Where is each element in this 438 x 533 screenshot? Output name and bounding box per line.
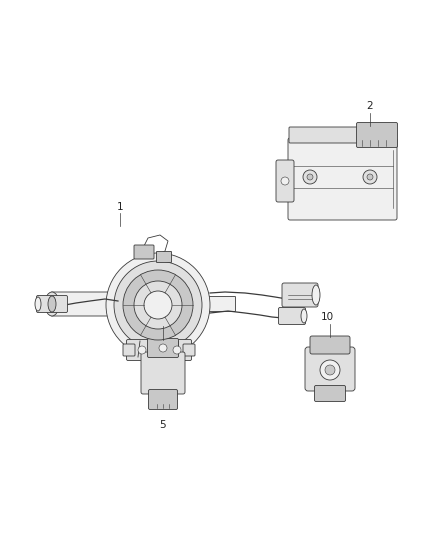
Circle shape [320,360,340,380]
Circle shape [159,344,167,352]
FancyBboxPatch shape [310,336,350,354]
FancyBboxPatch shape [156,252,172,262]
Ellipse shape [35,297,41,311]
FancyBboxPatch shape [148,338,179,358]
FancyBboxPatch shape [183,344,195,356]
Circle shape [106,253,210,357]
FancyBboxPatch shape [174,296,236,311]
FancyBboxPatch shape [127,340,191,360]
Circle shape [134,281,182,329]
FancyBboxPatch shape [305,347,355,391]
FancyBboxPatch shape [141,352,185,394]
Ellipse shape [301,309,307,323]
Text: 4: 4 [160,314,166,324]
Text: 2: 2 [367,101,373,111]
FancyBboxPatch shape [134,245,154,259]
Text: 1: 1 [117,202,124,212]
FancyBboxPatch shape [276,160,294,202]
Circle shape [367,174,373,180]
Ellipse shape [45,292,59,316]
FancyBboxPatch shape [123,344,135,356]
Ellipse shape [312,285,320,305]
FancyBboxPatch shape [282,283,318,307]
FancyBboxPatch shape [289,127,396,143]
FancyBboxPatch shape [314,385,346,401]
FancyBboxPatch shape [288,138,397,220]
Circle shape [123,270,193,340]
Circle shape [303,170,317,184]
FancyBboxPatch shape [279,308,305,325]
Ellipse shape [48,296,56,312]
Text: 10: 10 [321,312,334,322]
FancyBboxPatch shape [357,123,398,148]
Circle shape [138,346,146,354]
FancyBboxPatch shape [36,295,67,312]
Circle shape [144,291,172,319]
FancyBboxPatch shape [51,292,148,316]
FancyBboxPatch shape [139,294,171,314]
Circle shape [307,174,313,180]
Text: 5: 5 [160,420,166,430]
Circle shape [173,346,181,354]
FancyBboxPatch shape [148,390,177,409]
Circle shape [363,170,377,184]
Circle shape [281,177,289,185]
Circle shape [114,261,202,349]
Circle shape [325,365,335,375]
